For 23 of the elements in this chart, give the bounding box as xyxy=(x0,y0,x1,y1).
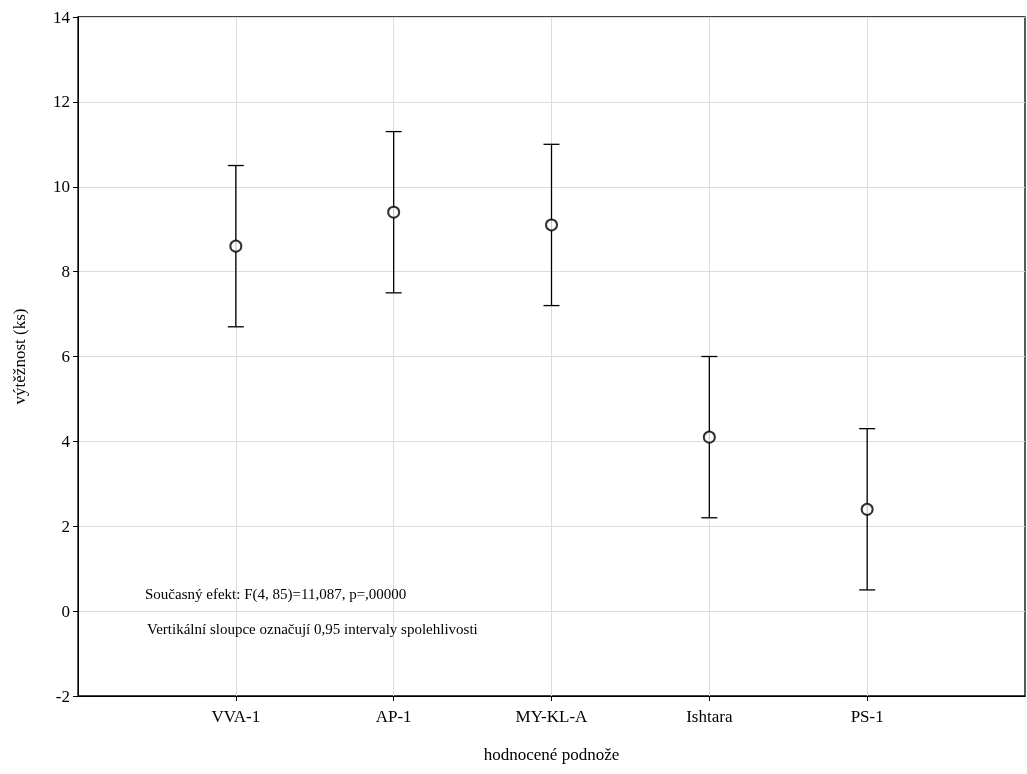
point xyxy=(545,218,558,232)
x-tick-label: Ishtara xyxy=(686,707,733,726)
point xyxy=(387,205,401,219)
x-tick-label: MY-KL-A xyxy=(515,707,589,726)
y-axis-title: výtěžnost (ks) xyxy=(10,308,29,405)
y-tick-label: 6 xyxy=(61,347,70,366)
point xyxy=(229,239,243,253)
y-tick-label: 14 xyxy=(53,7,71,27)
y-tick-label: 0 xyxy=(61,601,70,621)
point xyxy=(860,502,874,516)
y-tick-label: 12 xyxy=(53,92,70,112)
annotation: Současný efekt: F(4, 85)=11,087, p=,00000 xyxy=(145,585,407,603)
y-tick-label: -2 xyxy=(55,686,70,706)
annotation: Vertikální sloupce označují 0,95 intervaly spolehlivosti xyxy=(147,620,478,637)
x-axis-title: hodnocené podnože xyxy=(483,745,620,764)
x-tick-label: VVA-1 xyxy=(211,707,261,726)
x-tick-label: PS-1 xyxy=(850,707,884,726)
point xyxy=(702,430,716,444)
y-tick-label: 8 xyxy=(61,262,70,282)
y-tick-label: 10 xyxy=(53,177,70,197)
y-tick-label: 2 xyxy=(61,516,70,536)
y-tick-label: 4 xyxy=(61,431,71,451)
x-tick-label: AP-1 xyxy=(375,707,412,726)
